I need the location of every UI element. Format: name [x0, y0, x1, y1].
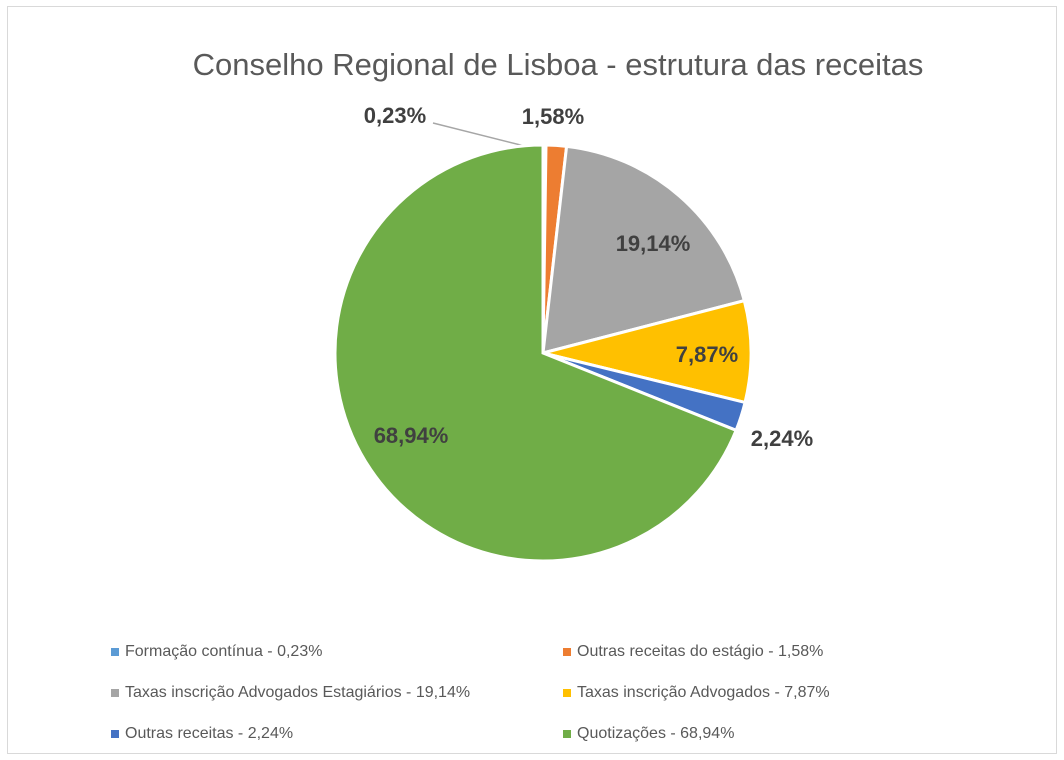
legend-label: Formação contínua - 0,23% [125, 643, 322, 660]
legend-label: Taxas inscrição Advogados - 7,87% [577, 684, 830, 701]
legend-label: Taxas inscrição Advogados Estagiários - … [125, 684, 470, 701]
legend-label: Quotizações - 68,94% [577, 725, 734, 742]
data-label: 7,87% [676, 342, 738, 367]
data-label: 2,24% [751, 426, 813, 451]
pie-slice [333, 143, 739, 563]
data-label: 0,23% [364, 103, 426, 128]
legend-swatch [111, 730, 119, 738]
pie-slice [542, 298, 753, 405]
legend-swatch [563, 689, 571, 697]
data-label: 68,94% [374, 423, 449, 448]
pie-slice [541, 144, 747, 356]
chart-title: Conselho Regional de Lisboa - estrutura … [193, 47, 924, 82]
legend-swatch [111, 689, 119, 697]
legend-label: Outras receitas - 2,24% [125, 725, 293, 742]
data-label: 19,14% [616, 231, 691, 256]
data-label: 1,58% [522, 104, 584, 129]
legend-swatch [563, 730, 571, 738]
legend-swatch [111, 648, 119, 656]
legend-swatch [563, 648, 571, 656]
legend-label: Outras receitas do estágio - 1,58% [577, 643, 823, 660]
